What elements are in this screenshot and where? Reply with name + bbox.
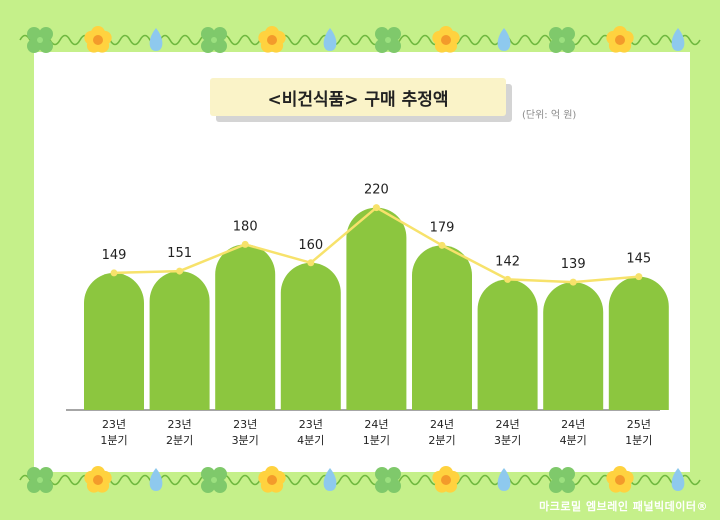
x-tick-label: 3분기	[494, 434, 521, 447]
flower-icon	[606, 466, 634, 493]
water-drop-icon	[149, 28, 163, 51]
flower-icon	[84, 466, 112, 493]
water-drop-icon	[323, 468, 337, 491]
flower-icon	[258, 466, 286, 493]
bar	[608, 276, 669, 410]
x-tick-label: 25년	[627, 418, 651, 431]
x-tick-label: 1분기	[625, 434, 652, 447]
x-tick-label: 24년	[430, 418, 454, 431]
x-tick-label: 24년	[364, 418, 388, 431]
water-drop-icon	[149, 468, 163, 491]
trend-point	[110, 269, 118, 277]
data-label: 180	[233, 219, 258, 234]
clover-icon	[201, 27, 227, 53]
bar	[412, 245, 472, 410]
clover-icon	[549, 27, 575, 53]
trend-point	[372, 204, 380, 212]
x-tick-label: 1분기	[100, 434, 127, 447]
clover-icon	[375, 467, 401, 493]
trend-point	[569, 278, 577, 286]
unit-label: (단위: 억 원)	[522, 110, 577, 121]
clover-icon	[27, 467, 53, 493]
water-drop-icon	[323, 28, 337, 51]
flower-icon	[258, 26, 286, 53]
flower-icon	[606, 26, 634, 53]
trend-point	[635, 273, 643, 281]
clover-icon	[27, 27, 53, 53]
x-tick-label: 23년	[299, 418, 323, 431]
water-drop-icon	[671, 468, 685, 491]
data-label: 149	[102, 248, 127, 263]
data-label: 142	[495, 254, 520, 269]
trend-point	[307, 259, 315, 267]
data-label: 220	[364, 183, 389, 198]
water-drop-icon	[497, 468, 511, 491]
x-tick-label: 23년	[168, 418, 192, 431]
bar	[149, 271, 210, 410]
vine	[19, 474, 701, 486]
trend-point	[176, 267, 184, 275]
bar	[346, 207, 407, 410]
x-tick-label: 3분기	[232, 434, 259, 447]
bar	[280, 262, 341, 410]
x-tick-label: 4분기	[560, 434, 587, 447]
x-tick-label: 23년	[102, 418, 126, 431]
x-tick-label: 24년	[561, 418, 585, 431]
data-label: 160	[298, 238, 323, 253]
flower-icon	[84, 26, 112, 53]
water-drop-icon	[497, 28, 511, 51]
clover-icon	[201, 467, 227, 493]
x-tick-label: 2분기	[166, 434, 193, 447]
x-tick-label: 24년	[496, 418, 520, 431]
trend-point	[504, 275, 512, 283]
vine	[19, 34, 701, 46]
x-tick-label: 2분기	[428, 434, 455, 447]
bar	[215, 244, 276, 410]
bar	[477, 279, 538, 410]
bar	[84, 272, 144, 410]
data-label: 145	[626, 252, 651, 267]
water-drop-icon	[671, 28, 685, 51]
x-tick-label: 23년	[233, 418, 257, 431]
trend-point	[438, 241, 446, 249]
x-tick-label: 4분기	[297, 434, 324, 447]
flower-icon	[432, 466, 460, 493]
x-tick-label: 1분기	[363, 434, 390, 447]
clover-icon	[549, 467, 575, 493]
clover-icon	[375, 27, 401, 53]
bar	[543, 282, 604, 410]
trend-point	[241, 240, 249, 248]
data-label: 139	[561, 257, 586, 272]
flower-icon	[432, 26, 460, 53]
data-label: 151	[167, 246, 192, 261]
source-credit: 마크로밀 엠브레인 패널빅데이터®	[539, 500, 708, 513]
chart-title: <비건식품> 구매 추정액	[210, 78, 506, 116]
data-label: 179	[430, 220, 455, 235]
